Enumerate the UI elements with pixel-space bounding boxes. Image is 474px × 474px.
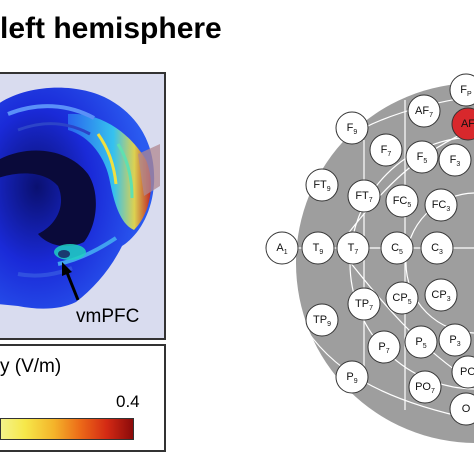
electrode-label: F7 — [381, 144, 392, 158]
electrode-label: C3 — [431, 242, 443, 256]
electrode-c3: C3 — [420, 231, 454, 265]
brain-panel — [0, 72, 166, 340]
electrode-circle — [336, 231, 370, 265]
electrode-circle — [438, 323, 472, 357]
electrode-label: CP5 — [392, 292, 411, 306]
electrode-circle — [301, 231, 335, 265]
electrode-f5: F5 — [405, 140, 439, 174]
electrode-po3: PO — [451, 355, 474, 389]
electrode-circle — [407, 94, 441, 128]
electrode-label: AF7 — [415, 105, 433, 119]
electrode-t7: T7 — [336, 231, 370, 265]
colorbar-label: y (V/m) — [0, 356, 62, 377]
colorbar-gradient — [0, 418, 134, 440]
electrode-label: FC5 — [393, 195, 412, 209]
electrode-circle — [335, 111, 369, 145]
electrode-af: AF7 — [407, 94, 441, 128]
electrode-label: TP7 — [355, 298, 373, 312]
electrode-f9: F9 — [335, 111, 369, 145]
electrode-circle — [438, 143, 472, 177]
electrode-circle — [451, 107, 474, 141]
electrode-label: FP — [460, 84, 472, 98]
electrode-o1: O — [449, 392, 474, 426]
electrode-label: O — [462, 403, 471, 415]
electrode-circle — [420, 231, 454, 265]
electrode-label: F5 — [417, 151, 428, 165]
electrode-label: FT7 — [355, 190, 372, 204]
electrode-label: F9 — [347, 122, 358, 136]
electrode-label: FC3 — [432, 199, 451, 213]
electrode-p9: P9 — [335, 360, 369, 394]
electrode-po7: PO7 — [408, 370, 442, 404]
electrode-ft7: FT7 — [347, 179, 381, 213]
electrode-p3: P3 — [438, 323, 472, 357]
electrode-circle — [369, 133, 403, 167]
electrode-circle — [305, 168, 339, 202]
electrode-ft9: FT9 — [305, 168, 339, 202]
electrode-fc5: FC5 — [385, 184, 419, 218]
electrode-c5: C5 — [380, 231, 414, 265]
electrode-circle — [424, 188, 458, 222]
electrodes: FP AF7 AF F9 F7 F5 F3 FT9 FT7 FC5 FC3 A1 T9 T7 C5 C3 TP9… — [265, 73, 474, 426]
electrode-circle — [305, 303, 339, 337]
electrode-label: P7 — [378, 341, 389, 355]
electrode-label: P9 — [346, 371, 357, 385]
electrode-circle — [347, 179, 381, 213]
electrode-label: C5 — [391, 242, 403, 256]
electrode-fp: FP — [449, 73, 474, 107]
electrode-label: PO7 — [415, 381, 435, 395]
electrode-label: T9 — [313, 242, 324, 256]
electrode-a1: A1 — [265, 231, 299, 265]
electrode-circle — [404, 325, 438, 359]
electrode-t9: T9 — [301, 231, 335, 265]
figure-title: left hemisphere — [0, 12, 222, 45]
electrode-fc3: FC3 — [424, 188, 458, 222]
electrode-label: AF — [461, 118, 474, 130]
electrode-circle — [335, 360, 369, 394]
electrode-label: F3 — [450, 154, 461, 168]
electrode-p5: P5 — [404, 325, 438, 359]
electrode-tp7: TP7 — [347, 287, 381, 321]
electrode-circle — [424, 278, 458, 312]
electrode-circle — [380, 231, 414, 265]
electrode-circle — [451, 355, 474, 389]
electrode-f7: F7 — [369, 133, 403, 167]
electrode-circle — [449, 392, 474, 426]
electrode-af-highlight: AF — [451, 107, 474, 141]
electrode-cp3: CP3 — [424, 278, 458, 312]
electrode-label: TP9 — [313, 314, 331, 328]
electrode-circle — [385, 281, 419, 315]
electrode-label: P3 — [449, 334, 460, 348]
vmpfc-annotation: vmPFC — [76, 306, 140, 327]
electrode-circle — [408, 370, 442, 404]
electrode-cp5: CP5 — [385, 281, 419, 315]
electrode-label: P5 — [415, 336, 426, 350]
electrode-label: FT9 — [313, 179, 330, 193]
colorbar-max-label: 0.4 — [116, 392, 140, 411]
brain-surface-image — [0, 74, 164, 338]
electrode-label: T7 — [348, 242, 359, 256]
electrode-f3: F3 — [438, 143, 472, 177]
electrode-p7: P7 — [367, 330, 401, 364]
electrode-label: CP3 — [431, 289, 450, 303]
electrode-label: A1 — [276, 242, 287, 256]
electrode-tp9: TP9 — [305, 303, 339, 337]
electrode-label: PO — [460, 366, 474, 378]
electrode-circle — [367, 330, 401, 364]
electrode-circle — [405, 140, 439, 174]
electrode-circle — [347, 287, 381, 321]
electrode-circle — [265, 231, 299, 265]
electrode-circle — [449, 73, 474, 107]
electrode-circle — [385, 184, 419, 218]
